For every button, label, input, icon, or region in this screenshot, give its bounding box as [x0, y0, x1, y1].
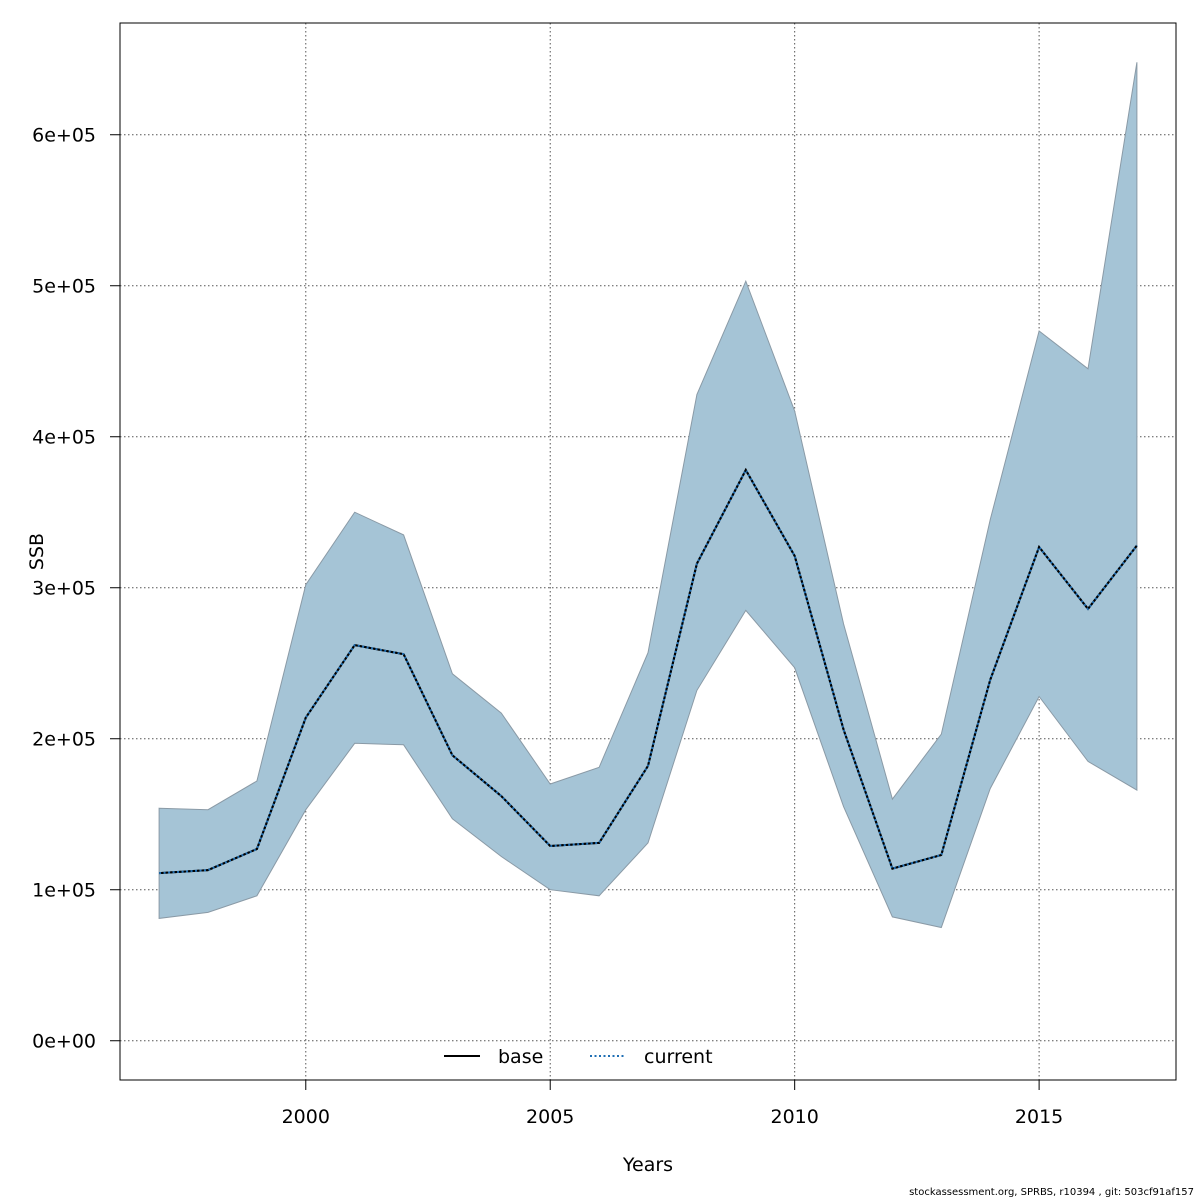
x-axis-title: Years: [622, 1154, 673, 1176]
y-tick-label: 0e+00: [32, 1031, 96, 1053]
y-tick-label: 2e+05: [32, 729, 96, 751]
y-tick-label: 6e+05: [32, 125, 96, 147]
legend-label-current: current: [644, 1046, 713, 1068]
x-tick-label: 2000: [282, 1106, 330, 1128]
x-tick-label: 2015: [1015, 1106, 1063, 1128]
y-tick-label: 3e+05: [32, 578, 96, 600]
footer-credit: stockassessment.org, SPRBS, r10394 , git…: [909, 1187, 1194, 1198]
series-line-current: [159, 467, 1138, 875]
x-tick-label: 2005: [526, 1106, 574, 1128]
y-tick-label: 4e+05: [32, 427, 96, 449]
legend-item-current: current: [590, 1046, 713, 1068]
plot-frame: [119, 22, 1177, 1081]
x-axis: 2000 2005 2010 2015: [282, 1080, 1063, 1128]
y-axis: 0e+00 1e+05 2e+05 3e+05 4e+05 5e+05 6e+05: [32, 125, 120, 1053]
x-tick-label: 2010: [770, 1106, 818, 1128]
y-axis-title: SSB: [26, 533, 48, 570]
series-line-overlay: [159, 467, 1138, 875]
legend: base current: [444, 1046, 713, 1068]
confidence-band: [158, 62, 1138, 929]
legend-label-base: base: [498, 1046, 543, 1068]
confidence-band-layer: [158, 62, 1138, 929]
y-tick-label: 1e+05: [32, 880, 96, 902]
legend-item-base: base: [444, 1046, 543, 1068]
y-tick-label: 5e+05: [32, 276, 96, 298]
series-lines: [159, 467, 1138, 875]
